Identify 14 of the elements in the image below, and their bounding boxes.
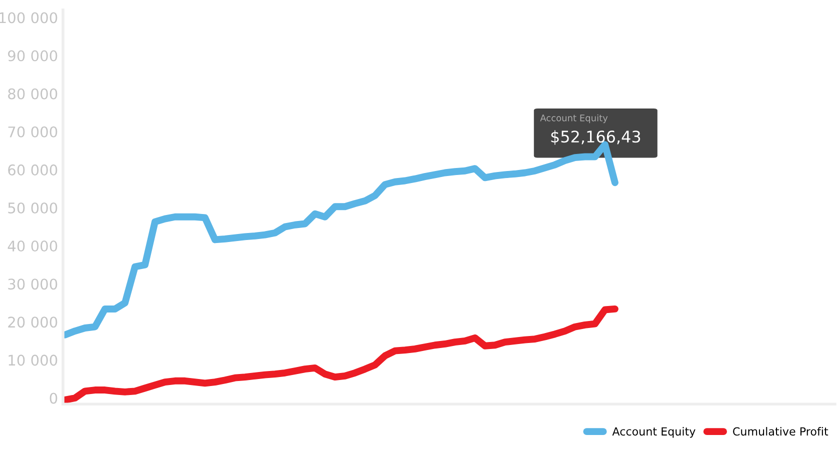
y-tick-label: 70 000 xyxy=(8,126,58,138)
y-tick-label: 0 xyxy=(50,392,58,404)
y-tick-label: 60 000 xyxy=(8,164,58,176)
y-tick-label: 40 000 xyxy=(8,240,58,252)
annotation: Account Equity xyxy=(540,114,608,124)
y-tick-label: 50 000 xyxy=(8,202,58,214)
y-tick-label: 90 000 xyxy=(8,50,58,62)
legend-label: Account Equity xyxy=(612,426,696,438)
legend-label: Cumulative Profit xyxy=(733,426,828,436)
y-tick-label: 10 000 xyxy=(8,354,58,366)
annotation: $52,166,43 xyxy=(551,130,640,145)
y-tick-label: 20 000 xyxy=(8,316,58,328)
y-tick-label: 80 000 xyxy=(8,88,58,100)
y-tick-label: 30 000 xyxy=(8,278,58,290)
